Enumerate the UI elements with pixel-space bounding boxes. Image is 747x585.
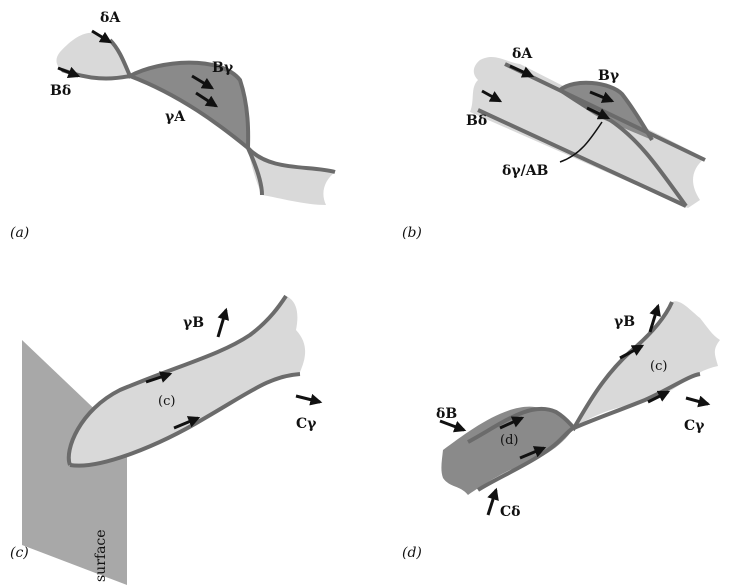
panel-d-arrow-Cd (486, 487, 499, 516)
panel-d-label-Cy: Cγ (684, 418, 705, 434)
panel-c-line-top (66, 294, 288, 466)
panel-c-region-label: (c) (158, 394, 175, 409)
panel-a-light-region-right (248, 148, 335, 205)
panel-c-label-Cy: Cγ (296, 416, 317, 432)
panel-d-dark-region (441, 406, 574, 495)
panel-d-arrow-lower-d (519, 446, 547, 460)
panel-b-leader-line (559, 121, 603, 163)
panel-b-line-cross (558, 88, 688, 208)
panel-b-arrow-Bd (481, 89, 503, 103)
panel-b-caption: (b) (402, 225, 422, 241)
panel-d-caption: (d) (402, 545, 422, 561)
panel-a-line-1 (61, 68, 264, 196)
panel-d-arrow-upper-d (499, 416, 525, 430)
panel-d-light-region (574, 301, 720, 428)
panel-a-line-2 (108, 38, 336, 174)
panel-c-arrow-upper (145, 371, 173, 384)
panel-d-arrow-lower-c (647, 390, 671, 404)
panel-b-label-Bd: Bδ (466, 113, 487, 129)
panel-d-label-Cd: Cδ (500, 504, 520, 520)
panel-b-arrow-dy (586, 106, 611, 120)
panel-c-arrow-yB (216, 307, 230, 338)
panel-a-label-By: Bγ (212, 60, 234, 76)
panel-d-arrow-Cy (685, 395, 711, 408)
panel-d-region-c-label: (c) (650, 359, 667, 374)
panel-c-arrow-Cy (295, 393, 323, 406)
panel-c: surface γB Cγ (c) (c) (10, 294, 323, 585)
panel-c-line-bottom (69, 372, 301, 468)
panel-a-label-Bd: Bδ (50, 83, 71, 99)
panel-d-arrow-yB (648, 303, 661, 333)
panel-b-line-bottom (477, 108, 687, 208)
panel-c-arrow-lower (173, 416, 201, 430)
panel-b-arrow-By (589, 90, 615, 103)
panel-a-arrow-By (191, 74, 215, 90)
panel-d-arrow-upper-c (619, 344, 645, 360)
panel-d-label-dB: δB (436, 406, 457, 422)
panel-b-arrow-dA (509, 64, 535, 78)
panel-c-label-yB: γB (183, 315, 204, 331)
panel-a: δA Bδ Bγ γA (a) (10, 10, 336, 241)
panel-d-region-d-label: (d) (500, 433, 518, 448)
panel-b-label-By: Bγ (598, 68, 620, 84)
surface-label: surface (93, 529, 109, 582)
panel-a-arrow-yA (195, 91, 219, 108)
panel-b-label-dA: δA (512, 46, 533, 62)
panel-d-arrow-dB (439, 419, 467, 433)
panel-a-caption: (a) (10, 225, 29, 241)
panel-b-light-band (470, 56, 705, 209)
panel-a-label-dA: δA (100, 10, 121, 26)
panel-b: δA Bδ Bγ δγ/AB (b) (402, 46, 706, 241)
panel-d-label-yB: γB (614, 314, 635, 330)
panel-a-arrow-dA (91, 29, 113, 44)
panel-b-line-arch (558, 80, 654, 142)
panel-c-caption: (c) (10, 545, 29, 561)
panel-a-arrow-Bd (57, 66, 81, 79)
panel-b-label-dyAB: δγ/AB (502, 163, 549, 179)
panel-d: γB δB Cδ Cγ (c) (d) (d) (402, 301, 720, 561)
panel-a-label-yA: γA (165, 109, 186, 125)
